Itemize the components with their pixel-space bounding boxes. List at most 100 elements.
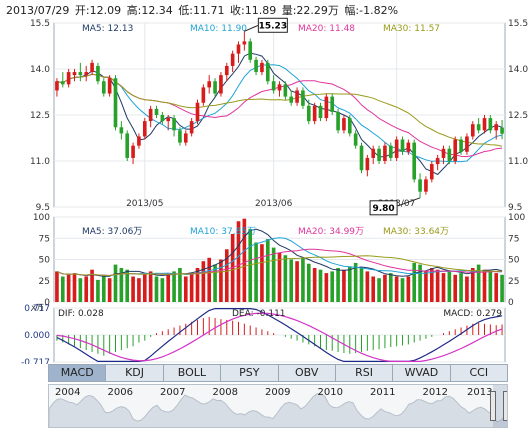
quote-header: 2013/07/29 开:12.09 高:12.34 低:11.71 收:11.… [6,2,400,18]
candle [224,65,229,76]
candle [453,139,458,161]
volume-unit-label: x万 [31,303,44,312]
volume-ma-label: MA20: 34.99万 [298,227,364,237]
candle [312,105,317,122]
low-callout-value: 9.80 [372,204,394,214]
volume-bar [178,268,182,302]
candle [213,81,217,94]
candle [137,136,141,146]
volume-bar [324,273,329,302]
volume-bar [330,271,335,302]
quote-low: 低:11.71 [178,4,225,17]
tab-rsi[interactable]: RSI [336,365,394,381]
macd-tick-left: -0.717 [21,358,50,364]
tab-psy[interactable]: PSY [221,365,279,381]
navigator-year-label: 2013 [467,387,493,398]
price-tick-right: 12.5 [508,111,528,121]
quote-change: 幅:-1.82% [344,4,399,17]
candle [459,139,463,152]
volume-bar [260,244,264,302]
candle [306,105,311,122]
navigator-year-label: 2004 [55,387,81,398]
tab-boll[interactable]: BOLL [164,365,222,381]
volume-tick-right: 0 [508,298,514,308]
candle [183,133,188,143]
navigator-year-label: 2009 [265,387,291,398]
price-tick-right: 15.5 [508,19,528,29]
volume-bar [459,273,463,302]
volume-bar [113,264,118,302]
candle [254,59,258,73]
candle [201,87,206,103]
volume-bar [213,264,217,302]
candle [260,62,264,73]
volume-bar [429,268,434,302]
tab-wvad[interactable]: WVAD [393,365,451,381]
candle [394,139,399,158]
volume-bar [488,271,493,302]
candle [113,78,118,128]
volume-bar [142,273,147,302]
candle [107,78,112,94]
time-navigator[interactable]: 2004 2006 2007 2008 2009 2010 2011 2012 2013 [48,384,508,428]
candle [388,145,393,158]
navigator-right-handle[interactable] [503,391,507,421]
tab-cci[interactable]: CCI [469,366,489,379]
volume-bar [318,269,323,302]
volume-tick-left: 50 [39,256,51,266]
tab-macd[interactable]: MACD [49,365,107,381]
volume-bar [494,273,499,302]
stock-chart[interactable]: 9.5 9.511.0 11.012.5 12.514.0 14.015.5 15.520… [0,0,531,364]
tab-obv[interactable]: OBV [279,365,336,381]
volume-tick-left: 100 [33,213,50,223]
indicator-tabs: MACD KDJ BOLL PSY OBV RSI WVAD CCI [48,364,508,382]
candle [301,90,305,106]
volume-bar [394,276,399,302]
volume-bar [248,228,253,302]
volume-bar [470,268,475,302]
macd-tick-left: 0.000 [24,331,50,341]
quote-volume: 量:22.29万 [281,4,339,17]
candle [207,81,212,88]
candle [90,62,94,73]
volume-bar [447,271,452,302]
volume-tick-right: 75 [508,234,519,244]
price-ma-label: MA5: 12.13 [82,24,133,34]
volume-bar [195,268,200,302]
volume-bar [90,269,94,302]
volume-bar [476,264,481,302]
candle [400,139,405,152]
navigator-year-label: 2008 [212,387,238,398]
volume-bar [342,269,346,302]
macd-dea-line [56,312,503,362]
volume-bar [359,268,364,302]
price-ma-label: MA10: 11.90 [190,24,247,34]
volume-bar [72,273,77,302]
volume-bar [254,242,258,302]
volume-bar [119,268,124,302]
price-date-label: 2013/06 [255,199,293,209]
navigator-history-area [49,393,507,427]
candle [482,118,487,131]
candle [347,118,352,134]
volume-bar [424,271,428,302]
price-ma-line [56,52,503,176]
volume-bar [482,269,487,302]
volume-bar [242,218,247,302]
volume-bar [219,259,223,302]
candle [494,124,499,131]
volume-bar [365,271,370,302]
tab-kdj[interactable]: KDJ [106,365,164,381]
candle [318,105,323,119]
price-date-label: 2013/05 [126,199,163,209]
candle [424,179,428,192]
candle [195,102,200,122]
volume-bar [435,269,440,302]
candle [178,130,182,143]
macd-dif-line [56,308,503,362]
candle [418,179,422,192]
candle [342,118,346,131]
navigator-left-handle[interactable] [489,391,496,421]
price-ma-label: MA20: 11.48 [298,24,355,34]
low-callout-box [369,200,398,216]
